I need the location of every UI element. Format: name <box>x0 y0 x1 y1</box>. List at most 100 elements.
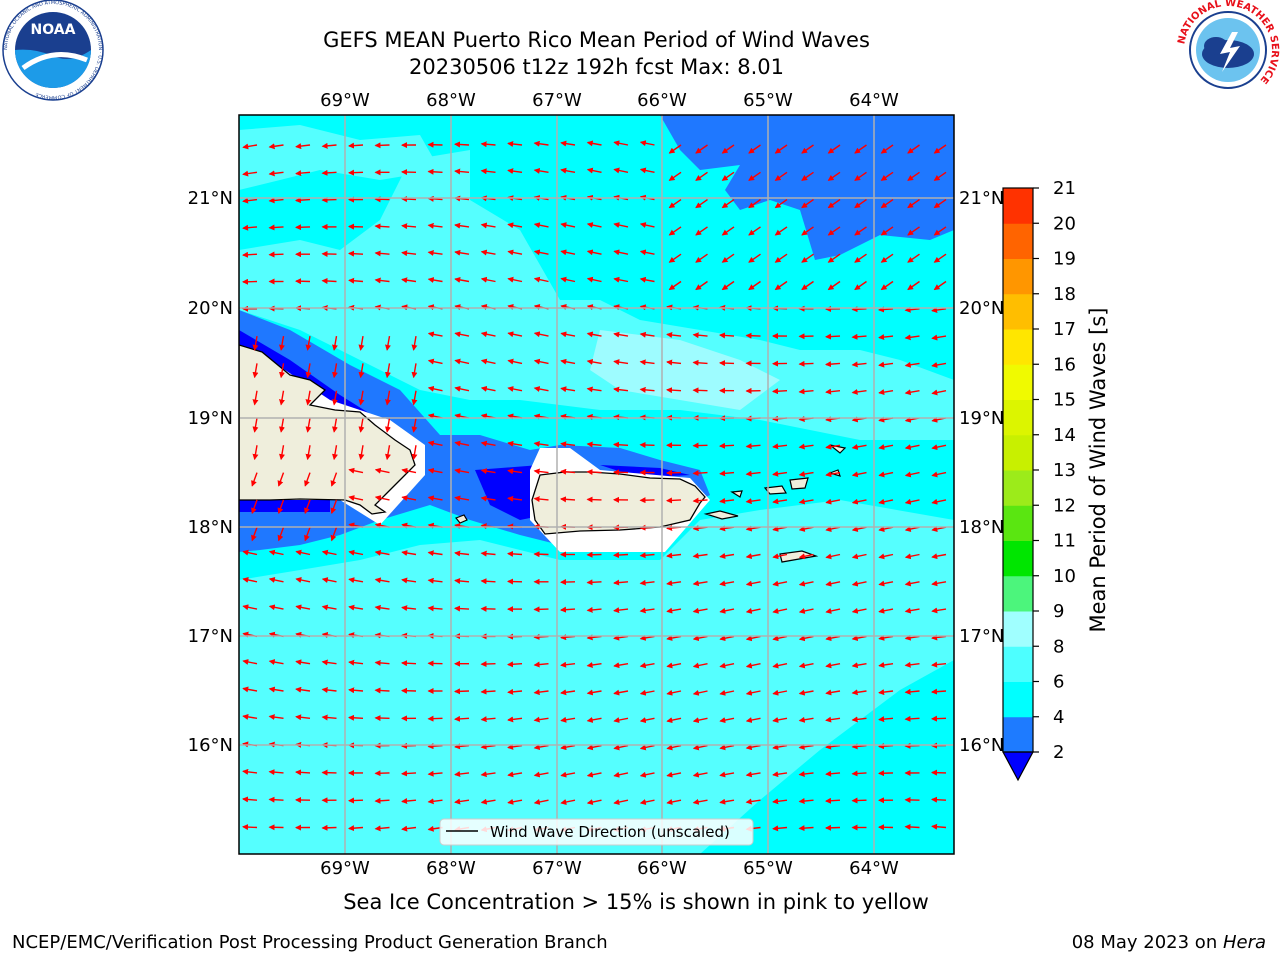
wave-direction-arrow <box>295 549 311 556</box>
wave-direction-arrow <box>851 797 867 804</box>
wave-direction-arrow <box>825 580 841 587</box>
wave-direction-arrow <box>507 140 523 147</box>
lat-label-right: 20°N <box>959 298 1004 319</box>
wave-direction-arrow <box>251 526 258 542</box>
wave-direction-arrow <box>560 441 576 448</box>
wave-direction-arrow <box>330 499 338 515</box>
colorbar-tick-label: 21 <box>1053 178 1076 199</box>
wave-direction-arrow <box>613 331 629 338</box>
colorbar-segment <box>1003 258 1033 295</box>
wave-direction-arrow <box>639 662 655 669</box>
wave-direction-arrow <box>251 472 258 487</box>
wave-direction-arrow <box>772 498 788 505</box>
wave-direction-arrow <box>507 468 523 475</box>
wave-direction-arrow <box>411 363 418 379</box>
wave-direction-arrow <box>666 387 682 394</box>
wave-direction-arrow <box>560 468 576 475</box>
wave-direction-arrow <box>560 276 576 283</box>
wave-direction-arrow <box>358 363 365 379</box>
wave-direction-arrow <box>507 222 523 229</box>
lon-label-top: 64°W <box>849 90 899 111</box>
virgin-islands <box>703 444 847 520</box>
wave-direction-arrow <box>374 687 390 694</box>
wave-direction-arrow <box>401 825 417 832</box>
wave-direction-arrow <box>385 390 391 406</box>
wave-direction-arrow <box>427 715 443 722</box>
wave-direction-arrow <box>427 495 443 502</box>
wave-direction-arrow <box>851 443 867 450</box>
wave-direction-arrow <box>907 226 920 236</box>
lon-label-bottom: 68°W <box>426 858 476 879</box>
wave-direction-arrow <box>745 553 761 560</box>
wave-direction-arrow <box>480 222 496 229</box>
wave-direction-arrow <box>533 468 549 475</box>
wave-direction-arrow <box>427 385 443 392</box>
wave-direction-arrow <box>401 250 417 257</box>
wave-direction-arrow <box>639 744 655 751</box>
wave-direction-arrow <box>374 277 390 284</box>
wave-direction-arrow <box>454 249 470 256</box>
wave-direction-arrow <box>880 144 894 154</box>
wave-direction-arrow <box>639 167 655 174</box>
noaa-logo: NOAA NATIONAL OCEANIC AND ATMOSPHERIC AD… <box>2 0 104 101</box>
wave-direction-arrow <box>639 441 655 448</box>
wave-direction-arrow <box>332 417 338 433</box>
wave-direction-arrow <box>639 579 655 586</box>
wave-direction-arrow <box>560 167 576 174</box>
wave-direction-arrow <box>480 385 496 392</box>
wave-direction-arrow <box>798 798 814 805</box>
wave-direction-arrow <box>401 495 417 502</box>
wave-direction-arrow <box>560 249 576 256</box>
wave-direction-arrow <box>374 659 390 666</box>
wave-direction-arrow <box>931 823 947 830</box>
wave-direction-arrow <box>668 144 682 154</box>
wave-direction-arrow <box>745 470 761 477</box>
wave-direction-arrow <box>305 335 312 351</box>
wave-direction-arrow <box>907 144 920 154</box>
wave-direction-arrow <box>904 389 920 396</box>
lon-label-bottom: 64°W <box>849 858 899 879</box>
wave-direction-arrow <box>719 744 735 751</box>
wave-direction-arrow <box>480 688 496 695</box>
wave-direction-arrow <box>878 689 894 696</box>
wave-direction-arrow <box>348 277 364 284</box>
wave-direction-arrow <box>801 280 814 291</box>
wave-direction-arrow <box>454 276 470 283</box>
wave-direction-arrow <box>454 358 470 365</box>
wave-direction-arrow <box>931 661 947 668</box>
wave-direction-arrow <box>721 253 735 263</box>
wave-direction-arrow <box>533 358 549 365</box>
wave-direction-arrow <box>321 686 337 693</box>
wave-direction-arrow <box>586 579 602 586</box>
wave-direction-arrow <box>798 635 814 642</box>
wave-direction-arrow <box>358 445 365 461</box>
lon-label-top: 67°W <box>532 90 582 111</box>
wave-direction-arrow <box>854 199 867 209</box>
wave-direction-arrow <box>719 607 735 614</box>
wave-direction-arrow <box>825 797 841 804</box>
wave-direction-arrow <box>560 386 576 393</box>
wave-direction-arrow <box>825 716 841 723</box>
wave-direction-arrow <box>507 168 523 175</box>
wave-direction-arrow <box>348 687 364 694</box>
wave-direction-arrow <box>666 798 682 805</box>
wave-direction-arrow <box>374 250 390 257</box>
wave-direction-arrow <box>295 686 311 693</box>
hispaniola-landmass <box>239 344 416 515</box>
wave-direction-arrow <box>639 249 655 256</box>
contour-band-6-8 <box>239 150 954 440</box>
wave-direction-arrow <box>854 144 867 154</box>
wave-direction-arrow <box>295 224 311 231</box>
wave-direction-arrow <box>358 417 365 433</box>
wave-direction-arrow <box>586 689 602 696</box>
wave-direction-arrow <box>242 251 258 258</box>
wave-direction-arrow <box>242 577 258 583</box>
wave-direction-arrow <box>931 580 947 587</box>
footer-machine: Hera <box>1222 932 1266 953</box>
wave-direction-arrow <box>666 332 682 338</box>
wave-direction-arrow <box>719 798 735 805</box>
wave-direction-arrow <box>772 798 788 805</box>
wave-direction-arrow <box>242 170 258 177</box>
wave-direction-arrow <box>454 798 470 805</box>
wave-direction-arrow <box>931 688 947 695</box>
